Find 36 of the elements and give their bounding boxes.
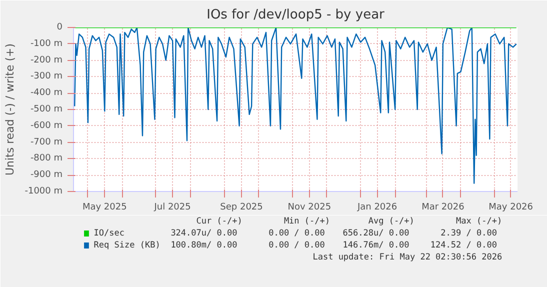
y-axis-title: Units read (-) / write (+): [4, 43, 17, 176]
chart-title: IOs for /dev/loop5 - by year: [206, 8, 386, 22]
text: 324.07u/ 0.00: [170, 228, 238, 238]
text: 146.76m/ 0.00: [342, 240, 410, 250]
y-tick-label: -500 m: [30, 104, 63, 114]
text: Min (-/+): [284, 216, 330, 226]
y-tick-label: -800 m: [30, 154, 63, 164]
y-tick-label: -700 m: [30, 137, 63, 148]
y-tick-label: -200 m: [30, 55, 63, 66]
text: 656.28u/ 0.00: [342, 228, 410, 238]
y-tick-label: -900 m: [30, 170, 63, 180]
x-tick-label: Mar 2026: [422, 202, 465, 212]
x-tick-label: May 2025: [82, 202, 127, 212]
text: Cur (-/+): [196, 216, 242, 226]
text: 100.80m/ 0.00: [170, 240, 238, 250]
x-tick-label: May 2026: [488, 202, 534, 212]
x-tick-label: Sep 2025: [220, 202, 263, 212]
text: 0.00 / 0.00: [268, 228, 325, 238]
text: Last update: Fri May 22 02:30:56 2026: [312, 252, 502, 262]
x-tick-label: Nov 2025: [288, 202, 332, 212]
text: Max (-/+): [456, 216, 502, 226]
y-tick-label: 0: [56, 22, 63, 32]
text: 124.52 / 0.00: [430, 240, 497, 250]
x-tick-label: Jul 2025: [153, 202, 191, 212]
y-tick-label: -400 m: [30, 88, 63, 98]
legend-label: Req Size (KB): [94, 240, 160, 250]
line-series: [74, 28, 517, 184]
text: 0.00 / 0.00: [268, 240, 325, 250]
text: Avg (-/+): [368, 216, 414, 226]
legend-label: IO/sec: [94, 228, 125, 238]
y-tick-label: -600 m: [30, 120, 63, 131]
y-tick-label: -100 m: [30, 38, 63, 49]
x-tick-label: Jan 2026: [356, 202, 398, 212]
y-tick-label: -1000 m: [24, 186, 62, 196]
y-tick-label: -300 m: [30, 72, 63, 82]
text: 2.39 / 0.00: [440, 228, 497, 238]
